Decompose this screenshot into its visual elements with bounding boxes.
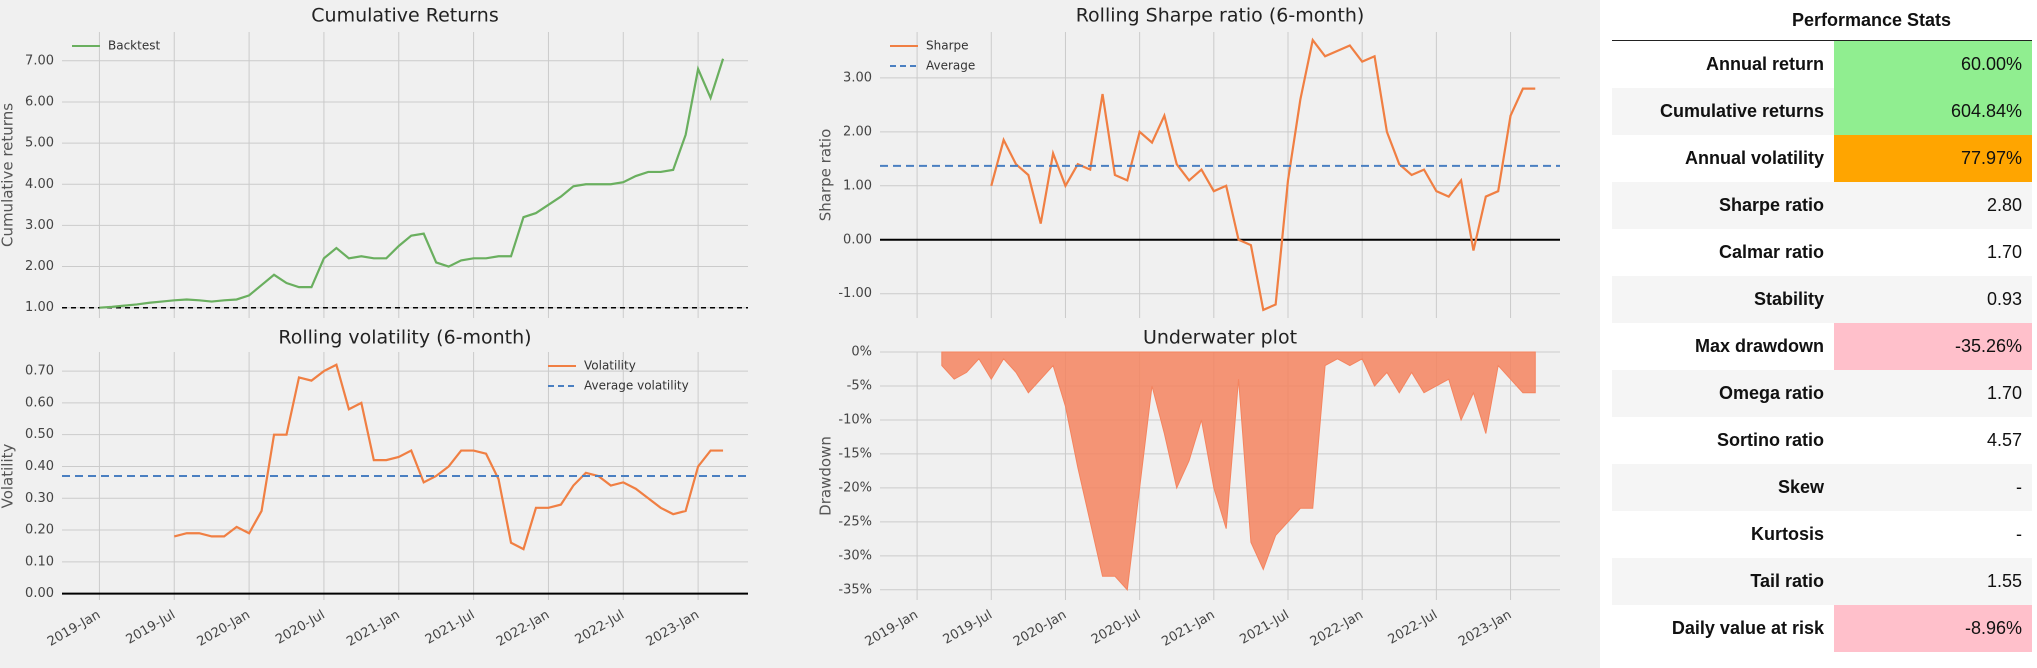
y-tick-label: 0.00 bbox=[25, 586, 54, 601]
table-row: Daily value at risk -8.96% bbox=[1612, 605, 2032, 652]
y-tick-label: 0.50 bbox=[25, 427, 54, 442]
row-label: Daily value at risk bbox=[1671, 618, 1824, 638]
row-value: 604.84% bbox=[1834, 88, 2032, 135]
y-tick-label: -30% bbox=[838, 548, 872, 563]
y-tick-label: 0.10 bbox=[25, 554, 54, 569]
legend-label: Sharpe bbox=[926, 39, 969, 53]
y-tick-label: -15% bbox=[838, 446, 872, 461]
row-value: 0.93 bbox=[1986, 289, 2022, 309]
y-tick-label: 0.70 bbox=[25, 364, 54, 379]
row-value: 1.70 bbox=[1986, 242, 2022, 262]
y-tick-label: 1.00 bbox=[25, 300, 54, 315]
y-tick-label: -10% bbox=[838, 412, 872, 427]
table-row: Kurtosis - bbox=[1612, 511, 2032, 558]
y-tick-label: 3.00 bbox=[25, 218, 54, 233]
y-tick-label: -20% bbox=[838, 480, 872, 495]
legend-label: Average volatility bbox=[584, 379, 689, 393]
row-label: Sortino ratio bbox=[1717, 430, 1824, 450]
y-tick-label: 3.00 bbox=[843, 70, 872, 85]
y-tick-label: 4.00 bbox=[25, 177, 54, 192]
row-value: 60.00% bbox=[1834, 41, 2032, 88]
table-header: Performance Stats bbox=[1612, 0, 2032, 41]
y-axis-label: Cumulative returns bbox=[0, 103, 17, 247]
row-label: Max drawdown bbox=[1694, 336, 1824, 356]
row-label: Annual return bbox=[1705, 54, 1824, 74]
table-row: Tail ratio 1.55 bbox=[1612, 558, 2032, 605]
row-value: - bbox=[2016, 524, 2022, 544]
chart-title: Underwater plot bbox=[1143, 327, 1297, 349]
table-row: Sortino ratio 4.57 bbox=[1612, 417, 2032, 464]
chart-title: Cumulative Returns bbox=[311, 5, 498, 27]
row-label: Stability bbox=[1753, 289, 1824, 309]
y-tick-label: 0.20 bbox=[25, 523, 54, 538]
legend-label: Average bbox=[926, 59, 975, 73]
y-tick-label: 6.00 bbox=[25, 94, 54, 109]
performance-table: Performance Stats Annual return 60.00% Cum… bbox=[1612, 0, 2032, 652]
row-value: - bbox=[2016, 477, 2022, 497]
y-axis-label: Volatility bbox=[0, 443, 17, 508]
table-row: Annual return 60.00% bbox=[1612, 41, 2032, 88]
chart-title: Rolling volatility (6-month) bbox=[278, 327, 531, 349]
row-label: Annual volatility bbox=[1684, 148, 1824, 168]
row-label: Omega ratio bbox=[1718, 383, 1824, 403]
row-label: Cumulative returns bbox=[1659, 101, 1824, 121]
y-tick-label: 1.00 bbox=[843, 178, 872, 193]
row-value: 1.70 bbox=[1986, 383, 2022, 403]
y-tick-label: -35% bbox=[838, 582, 872, 597]
table-row: Annual volatility 77.97% bbox=[1612, 135, 2032, 182]
y-axis-label: Drawdown bbox=[817, 436, 835, 516]
row-label: Kurtosis bbox=[1750, 524, 1824, 544]
y-tick-label: -5% bbox=[847, 378, 872, 393]
table-row: Omega ratio 1.70 bbox=[1612, 370, 2032, 417]
row-value: 2.80 bbox=[1986, 195, 2022, 215]
table-row: Max drawdown -35.26% bbox=[1612, 323, 2032, 370]
row-label: Tail ratio bbox=[1750, 571, 1824, 591]
y-tick-label: 0% bbox=[851, 345, 872, 360]
area bbox=[941, 351, 1536, 591]
y-tick-label: -25% bbox=[838, 514, 872, 529]
row-value: 4.57 bbox=[1986, 430, 2022, 450]
line bbox=[173, 363, 724, 551]
y-tick-label: 2.00 bbox=[843, 124, 872, 139]
row-value: 1.55 bbox=[1986, 571, 2022, 591]
legend-label: Volatility bbox=[584, 359, 636, 373]
y-tick-label: 0.40 bbox=[25, 459, 54, 474]
row-label: Sharpe ratio bbox=[1718, 195, 1824, 215]
charts: Cumulative Returns Cumulative returns 1.00… bbox=[0, 0, 1600, 668]
y-tick-label: 0.60 bbox=[25, 395, 54, 410]
y-tick-label: 7.00 bbox=[25, 53, 54, 68]
chart-background bbox=[0, 0, 1600, 668]
table-row: Stability 0.93 bbox=[1612, 276, 2032, 323]
row-value: -8.96% bbox=[1834, 605, 2032, 652]
y-tick-label: 2.00 bbox=[25, 259, 54, 274]
legend-label: Backtest bbox=[108, 39, 160, 53]
row-value: -35.26% bbox=[1834, 323, 2032, 370]
row-label: Skew bbox=[1777, 477, 1824, 497]
table-row: Sharpe ratio 2.80 bbox=[1612, 182, 2032, 229]
row-label: Calmar ratio bbox=[1718, 242, 1824, 262]
table-row: Calmar ratio 1.70 bbox=[1612, 229, 2032, 276]
table-row: Cumulative returns 604.84% bbox=[1612, 88, 2032, 135]
y-tick-label: 0.00 bbox=[843, 232, 872, 247]
chart-title: Rolling Sharpe ratio (6-month) bbox=[1076, 5, 1365, 27]
y-axis-label: Sharpe ratio bbox=[817, 129, 835, 222]
y-tick-label: 5.00 bbox=[25, 136, 54, 151]
line bbox=[99, 58, 725, 309]
table-row: Skew - bbox=[1612, 464, 2032, 511]
y-tick-label: -1.00 bbox=[838, 286, 872, 301]
row-value: 77.97% bbox=[1834, 135, 2032, 182]
y-tick-label: 0.30 bbox=[25, 491, 54, 506]
